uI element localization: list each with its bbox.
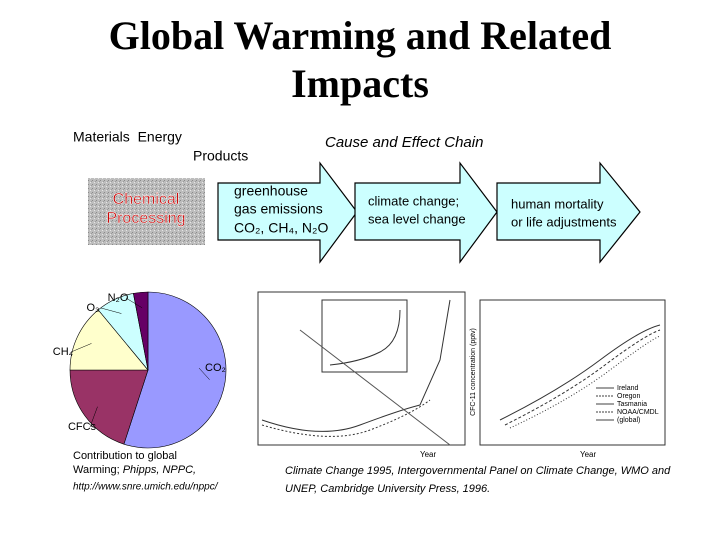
pie-url: http://www.snre.umich.edu/nppc/ [73,482,219,493]
figure-curve [329,309,401,366]
pie-slice [69,309,149,371]
pie-label: CO₂ [205,362,226,374]
figure-inset [321,299,408,373]
chain-text: or life adjustments [511,214,617,229]
chain-text: gas emissions [234,201,323,217]
figure-curve [261,399,431,437]
chain-title: Cause and Effect Chain [325,134,483,151]
figure-curve [299,329,451,446]
process-label: Chemical [113,191,180,208]
title: Global Warming and Related [109,13,612,58]
legend-label: Ireland [617,385,639,392]
pie-caption: Warming; [73,464,123,476]
pie-slice [133,291,149,371]
process-label: Processing [106,210,185,227]
citation: Climate Change 1995, Intergovernmental P… [285,465,671,477]
chain-arrow [217,161,358,264]
chain-text: sea level change [368,211,466,226]
pie-leader [198,367,210,380]
pie-source: Phipps, NPPC, [123,464,196,476]
title: Impacts [291,61,429,106]
pie-label: N₂O [108,292,129,304]
pie-slice [69,369,149,445]
chain-text: climate change; [368,193,459,208]
pie-caption: Warming; Phipps, NPPC, [73,464,196,476]
process-box [88,178,205,245]
pie-leader [125,297,143,309]
chain-arrow [354,161,498,264]
pie-chart: CO₂ CFCs CH₄ O₃ N₂O [53,291,227,449]
figure-curve [499,324,661,421]
pie-label: CFCs [68,421,97,433]
figure-axis-label: CFC-11 concentration (pptv) [470,328,477,416]
legend-label: Tasmania [617,401,647,408]
figure-axis-label: Year [580,450,597,459]
citation: UNEP, Cambridge University Press, 1996. [285,483,490,495]
pie-label: CH₄ [53,346,74,358]
figure-frame [257,291,466,446]
figure-frame [479,299,666,446]
pie-leader [70,343,92,353]
chain-text: CO₂, CH₄, N₂O [234,220,328,236]
pie-slice [123,291,227,449]
pie-leader [89,406,98,428]
inputs-label: Materials Energy [73,129,182,145]
pie-leader [100,307,122,314]
chain-arrow [496,161,641,264]
legend-label: (global) [617,417,640,424]
figure-curve [504,329,661,426]
chain-text: human mortality [511,196,604,211]
chain-text: greenhouse [234,183,308,199]
pie-label: O₃ [86,302,99,314]
pie-caption: Contribution to global [73,450,177,462]
legend-label: NOAA/CMDL [617,409,659,416]
legend-label: Oregon [617,393,640,400]
figure-axis-label: Year [420,450,437,459]
figure-curve [261,299,451,432]
products-label: Products [193,148,248,164]
